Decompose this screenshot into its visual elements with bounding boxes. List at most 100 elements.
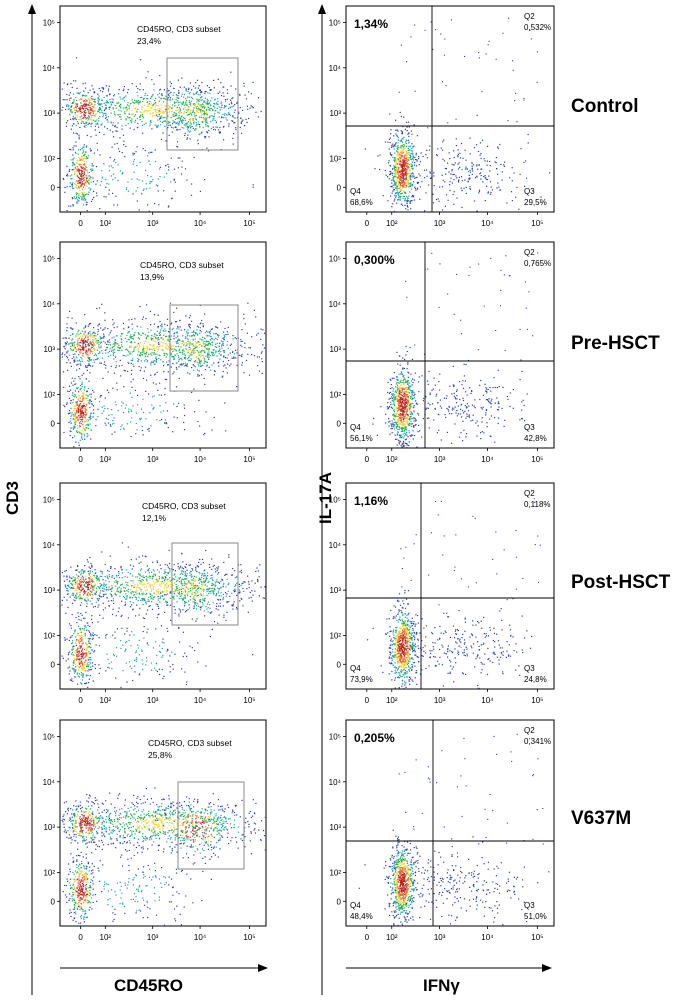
event-dot — [143, 434, 144, 435]
event-dot — [213, 118, 214, 119]
event-dot — [103, 341, 104, 342]
event-dot — [147, 356, 148, 357]
event-dot — [86, 145, 87, 146]
event-dot — [139, 556, 140, 557]
event-dot — [180, 326, 181, 327]
event-dot — [205, 126, 206, 127]
event-dot — [187, 595, 188, 596]
event-dot — [161, 113, 162, 114]
event-dot — [107, 328, 108, 329]
event-dot — [148, 71, 149, 72]
event-dot — [167, 325, 168, 326]
event-dot — [62, 600, 63, 601]
event-dot — [219, 127, 220, 128]
event-dot — [64, 346, 65, 347]
event-dot — [133, 164, 134, 165]
event-dot — [70, 418, 71, 419]
event-dot — [74, 343, 75, 344]
event-dot — [167, 579, 168, 580]
event-dot — [210, 333, 211, 334]
event-dot — [154, 360, 155, 361]
event-dot — [171, 349, 172, 350]
event-dot — [87, 360, 88, 361]
event-dot — [201, 606, 202, 607]
event-dot — [153, 576, 154, 577]
event-dot — [101, 596, 102, 597]
event-dot — [66, 356, 67, 357]
event-dot — [115, 105, 116, 106]
event-dot — [155, 161, 156, 162]
event-dot — [96, 119, 97, 120]
event-dot — [209, 367, 210, 368]
event-dot — [198, 342, 199, 343]
event-dot — [133, 602, 134, 603]
event-dot — [82, 417, 83, 418]
event-dot — [82, 598, 83, 599]
event-dot — [83, 173, 84, 174]
event-dot — [93, 575, 94, 576]
event-dot — [84, 172, 85, 173]
event-dot — [231, 103, 232, 104]
event-dot — [136, 423, 137, 424]
event-dot — [142, 430, 143, 431]
event-dot — [248, 581, 249, 582]
event-dot — [74, 419, 75, 420]
event-dot — [73, 80, 74, 81]
event-dot — [218, 79, 219, 80]
event-dot — [82, 408, 83, 409]
event-dot — [158, 337, 159, 338]
event-dot — [189, 93, 190, 94]
event-dot — [85, 125, 86, 126]
event-dot — [181, 78, 182, 79]
event-dot — [203, 562, 204, 563]
event-dot — [108, 352, 109, 353]
event-dot — [154, 333, 155, 334]
event-dot — [140, 353, 141, 354]
event-dot — [84, 183, 85, 184]
event-dot — [228, 557, 229, 558]
event-dot — [230, 345, 231, 346]
event-dot — [97, 110, 98, 111]
event-dot — [243, 591, 244, 592]
event-dot — [63, 338, 64, 339]
event-dot — [76, 421, 77, 422]
event-dot — [96, 342, 97, 343]
event-dot — [75, 167, 76, 168]
event-dot — [209, 567, 210, 568]
event-dot — [100, 347, 101, 348]
event-dot — [83, 582, 84, 583]
event-dot — [90, 341, 91, 342]
event-dot — [70, 119, 71, 120]
event-dot — [87, 100, 88, 101]
event-dot — [88, 582, 89, 583]
event-dot — [234, 586, 235, 587]
event-dot — [143, 347, 144, 348]
event-dot — [219, 91, 220, 92]
event-dot — [114, 323, 115, 324]
event-dot — [191, 392, 192, 393]
event-dot — [84, 184, 85, 185]
event-dot — [254, 591, 255, 592]
event-dot — [115, 593, 116, 594]
event-dot — [116, 581, 117, 582]
event-dot — [211, 558, 212, 559]
event-dot — [183, 591, 184, 592]
event-dot — [88, 428, 89, 429]
event-dot — [181, 116, 182, 117]
event-dot — [162, 350, 163, 351]
event-dot — [215, 110, 216, 111]
event-dot — [136, 599, 137, 600]
event-dot — [168, 123, 169, 124]
event-dot — [189, 373, 190, 374]
event-dot — [216, 608, 217, 609]
event-dot — [81, 437, 82, 438]
event-dot — [75, 170, 76, 171]
event-dot — [166, 575, 167, 576]
event-dot — [114, 352, 115, 353]
event-dot — [157, 331, 158, 332]
event-dot — [187, 573, 188, 574]
event-dot — [230, 364, 231, 365]
event-dot — [144, 351, 145, 352]
event-dot — [157, 109, 158, 110]
event-dot — [94, 92, 95, 93]
